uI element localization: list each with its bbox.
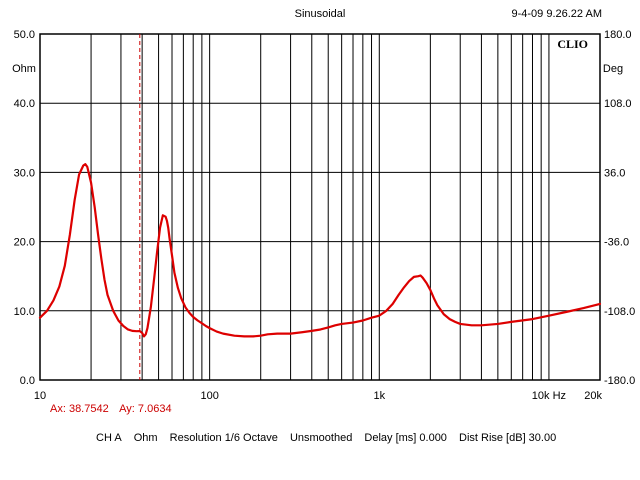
y-right-tick-label: 36.0 (604, 167, 625, 179)
y-axis-label: Ohm (12, 63, 36, 75)
cursor-ax-value: Ax: 38.7542 (50, 403, 109, 415)
channel-label: CH A (96, 432, 122, 444)
cursor-readout: Ax: 38.7542 Ay: 7.0634 (50, 403, 180, 415)
x-tick-label: 10k Hz (532, 390, 566, 402)
resolution-label: Resolution 1/6 Octave (169, 432, 278, 444)
y-right-tick-label: -180.0 (604, 375, 635, 387)
smoothing-label: Unsmoothed (289, 432, 353, 444)
x-tick-label: 100 (200, 390, 218, 402)
y-tick-label: 20.0 (14, 237, 35, 249)
impedance-series-line (38, 163, 602, 338)
y-right-tick-label: -108.0 (604, 306, 635, 318)
y-tick-label: 0.0 (20, 375, 35, 387)
grid-lines (39, 33, 601, 381)
brand-logo: CLIO (557, 37, 588, 51)
y-right-tick-label: 180.0 (604, 29, 632, 41)
x-tick-label: 20k (584, 390, 602, 402)
timestamp: 9-4-09 9.26.22 AM (511, 8, 602, 20)
unit-label: Ohm (133, 432, 158, 444)
dist-rise-label: Dist Rise [dB] 30.00 (459, 432, 557, 444)
measurement-settings: CH A Ohm Resolution 1/6 Octave Unsmoothe… (96, 432, 565, 444)
chart-title: Sinusoidal (294, 8, 346, 20)
x-tick-label: 10 (34, 390, 46, 402)
cursor-ay-value: Ay: 7.0634 (119, 403, 172, 415)
y-right-axis-label: Deg (603, 63, 623, 75)
y-tick-label: 30.0 (14, 167, 35, 179)
y-tick-label: 50.0 (14, 29, 35, 41)
y-tick-label: 40.0 (14, 98, 35, 110)
x-tick-label: 1k (373, 390, 385, 402)
delay-label: Delay [ms] 0.000 (364, 432, 447, 444)
y-tick-label: 10.0 (14, 306, 35, 318)
y-right-tick-label: -36.0 (604, 237, 629, 249)
y-right-tick-label: 108.0 (604, 98, 632, 110)
plot-frame (39, 33, 601, 381)
